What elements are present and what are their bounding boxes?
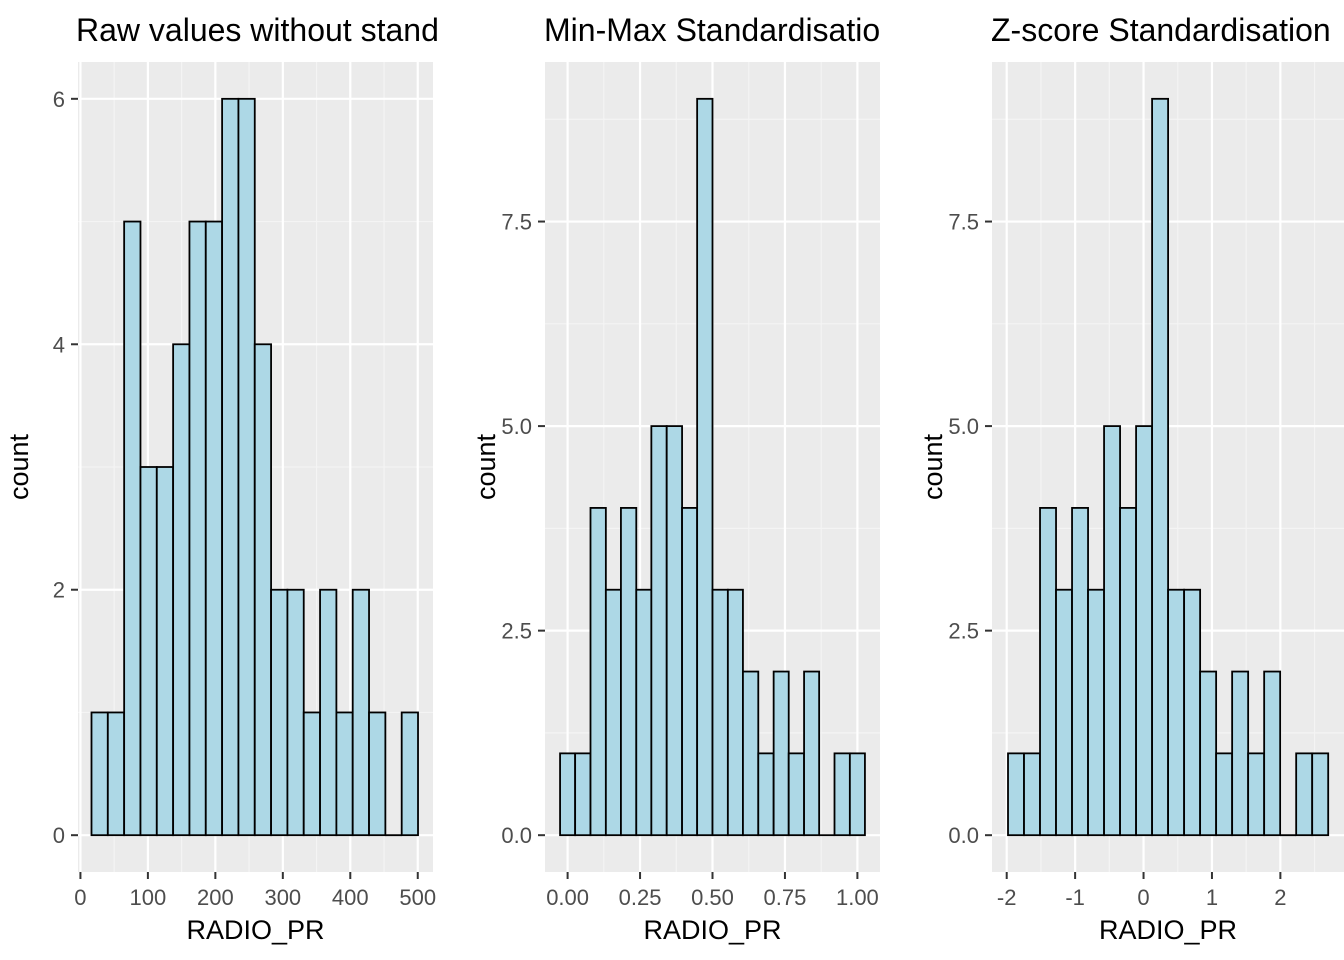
- y-tick-label: 2.5: [948, 619, 979, 644]
- histogram-bar: [1215, 752, 1234, 837]
- y-tick-label: 0.0: [948, 823, 979, 848]
- histogram-bar: [589, 507, 607, 837]
- histogram-bar: [1071, 507, 1089, 837]
- histogram-bar: [1247, 752, 1266, 837]
- histogram-bar: [1231, 670, 1250, 837]
- histogram-bar: [123, 220, 142, 837]
- histogram-bar: [742, 670, 760, 837]
- histogram-bar: [286, 588, 305, 837]
- x-tick-label: 0.00: [546, 885, 589, 910]
- y-tick-label: 2: [53, 578, 65, 603]
- histogram-bar: [559, 752, 577, 837]
- y-tick-label: 4: [53, 332, 65, 357]
- histogram-bar: [400, 711, 419, 837]
- histogram-bar: [1311, 752, 1330, 837]
- x-tick-label: 0.25: [619, 885, 662, 910]
- histogram-bar: [1039, 507, 1057, 837]
- histogram-bar: [351, 588, 370, 837]
- histogram-bar: [726, 588, 744, 837]
- histogram-bar: [335, 711, 354, 837]
- histogram-bar: [1103, 425, 1121, 837]
- x-tick-label: 200: [197, 885, 234, 910]
- y-tick-label: 7.5: [948, 210, 979, 235]
- histogram-bar: [204, 220, 224, 837]
- chart-panel-3: Z-score Standardisation -2 -1 0 1 2 0.0 2.5 5.0 7…: [918, 12, 1344, 945]
- histogram-bar: [696, 97, 714, 837]
- histogram-bar: [1087, 588, 1105, 837]
- y-tick-label: 7.5: [501, 210, 532, 235]
- x-tick-label: 500: [399, 885, 436, 910]
- chart-title: Min-Max Standardisatio: [544, 12, 880, 48]
- histogram-bar: [253, 343, 272, 837]
- histogram-bar: [787, 752, 805, 837]
- chart-panel-2: Min-Max Standardisatio 0.00 0.25 0.50 0.75 1.…: [471, 12, 880, 945]
- histogram-bar: [221, 97, 240, 837]
- histogram-bar: [1263, 670, 1282, 837]
- histogram-bar: [155, 466, 175, 837]
- histogram-bar: [1055, 588, 1073, 837]
- histogram-bar: [772, 670, 790, 837]
- x-axis-title: RADIO_PR: [643, 915, 781, 945]
- histogram-bar: [172, 343, 191, 837]
- x-tick-label: 0: [74, 885, 86, 910]
- y-tick-label: 2.5: [501, 619, 532, 644]
- x-tick-label: 2: [1274, 885, 1286, 910]
- histogram-bar: [803, 670, 821, 837]
- histogram-bar: [604, 588, 622, 837]
- histogram-bar: [302, 711, 321, 837]
- y-tick-label: 5.0: [501, 414, 532, 439]
- y-tick-label: 5.0: [948, 414, 979, 439]
- y-tick-label: 0: [53, 823, 65, 848]
- x-axis-title: RADIO_PR: [186, 915, 324, 945]
- y-tick-label: 6: [53, 87, 65, 112]
- histogram-bar: [139, 466, 158, 837]
- histogram-bar: [665, 425, 683, 837]
- histogram-bar: [1295, 752, 1314, 837]
- histogram-bar: [848, 752, 866, 837]
- x-tick-label: 300: [264, 885, 301, 910]
- histogram-bar: [635, 588, 653, 837]
- chart-title: Raw values without stand: [76, 12, 439, 48]
- histogram-bar: [1135, 425, 1153, 837]
- histogram-bar: [681, 507, 699, 837]
- histogram-bar: [106, 711, 126, 837]
- histogram-bar: [90, 711, 109, 837]
- x-tick-label: 0: [1137, 885, 1149, 910]
- histogram-bar: [237, 97, 256, 837]
- histogram-bar: [1119, 507, 1137, 837]
- histogram-bar: [574, 752, 592, 837]
- y-axis-title: count: [471, 433, 501, 500]
- chart-title: Z-score Standardisation: [991, 12, 1331, 48]
- x-tick-label: 400: [332, 885, 369, 910]
- y-axis-title: count: [918, 433, 948, 500]
- y-axis-title: count: [4, 433, 34, 500]
- histogram-bar: [711, 588, 729, 837]
- histogram-bar: [757, 752, 775, 837]
- histogram-bar: [1007, 752, 1025, 837]
- histogram-bar: [270, 588, 289, 837]
- histogram-bar: [620, 507, 638, 837]
- x-tick-label: 0.50: [691, 885, 734, 910]
- histogram-bar: [319, 588, 338, 837]
- x-tick-label: 0.75: [764, 885, 807, 910]
- y-tick-label: 0.0: [501, 823, 532, 848]
- histogram-bar: [833, 752, 851, 837]
- histogram-bar: [1199, 670, 1218, 837]
- histogram-bar: [1023, 752, 1041, 837]
- x-tick-label: 1.00: [836, 885, 879, 910]
- histogram-bar: [188, 220, 207, 837]
- x-tick-label: -2: [997, 885, 1017, 910]
- histogram-bar: [1167, 588, 1186, 837]
- histogram-bar: [368, 711, 387, 837]
- histogram-bar: [1183, 588, 1202, 837]
- histogram-bar: [650, 425, 668, 837]
- x-tick-label: 100: [130, 885, 167, 910]
- x-tick-label: 1: [1206, 885, 1218, 910]
- histogram-bar: [1151, 97, 1170, 837]
- x-axis-title: RADIO_PR: [1099, 915, 1237, 945]
- x-tick-label: -1: [1065, 885, 1085, 910]
- chart-panel-1: Raw values without stand 0 100 200 300 400 500…: [4, 12, 439, 945]
